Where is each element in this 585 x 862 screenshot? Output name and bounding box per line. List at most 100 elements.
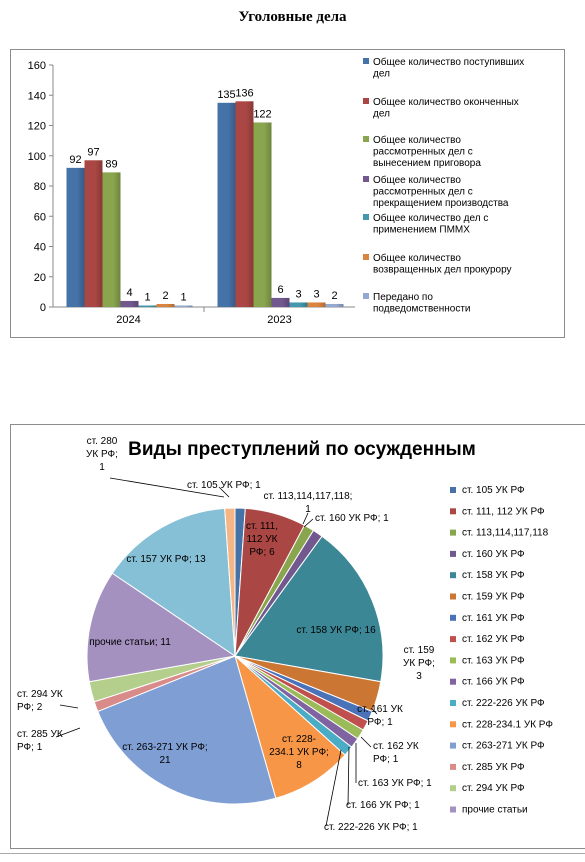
legend-swatch <box>450 550 456 557</box>
pie-data-label: 3 <box>416 671 422 682</box>
pie-leader-line <box>109 477 225 498</box>
legend-label: подведомственности <box>373 304 471 315</box>
legend-label: Общее количество <box>373 134 461 146</box>
legend-swatch <box>450 806 456 813</box>
pie-data-label: 21 <box>159 755 171 766</box>
pie-data-label: ст. 160 УК РФ; 1 <box>315 513 389 524</box>
bar <box>156 303 175 307</box>
bar <box>325 303 344 307</box>
bar-data-label: 2 <box>331 290 337 302</box>
bar-rect <box>66 167 85 307</box>
bar-data-label: 6 <box>277 284 283 296</box>
legend-swatch <box>450 636 456 643</box>
bar-rect <box>217 102 236 307</box>
legend-label: Общее количество оконченных <box>373 96 519 108</box>
legend-swatch <box>450 785 456 792</box>
bar <box>253 122 272 307</box>
pie-slice <box>224 507 236 657</box>
pie-data-label: ст. 162 УК <box>373 741 419 752</box>
pie-data-label: ст. 222-226 УК РФ; 1 <box>324 822 418 833</box>
legend-label: ст. 285 УК РФ <box>462 762 525 773</box>
bar-rect <box>84 160 103 307</box>
legend-swatch <box>450 721 456 728</box>
bar-data-label: 3 <box>313 288 319 300</box>
y-tick-label: 60 <box>34 211 46 223</box>
pie-leader-line <box>360 736 372 748</box>
legend-swatch <box>450 508 456 515</box>
legend-label: возвращенных дел прокурору <box>373 265 512 276</box>
bar-data-label: 97 <box>87 146 99 158</box>
pie-data-label: ст. 285 УК <box>17 729 63 740</box>
bar-rect <box>253 122 272 307</box>
x-tick-label: 2023 <box>267 314 291 326</box>
legend-swatch <box>450 572 456 579</box>
y-tick-label: 80 <box>34 181 46 193</box>
legend-label: ст. 228-234.1 УК РФ <box>462 719 553 730</box>
pie-data-label: ст. 113,114,117,118; <box>264 491 353 502</box>
bar <box>84 160 103 307</box>
pie-data-label: 1 <box>99 462 105 473</box>
legend-label: ст. 159 УК РФ <box>462 592 525 603</box>
bar-rect <box>138 305 157 307</box>
bar-rect <box>235 101 254 307</box>
legend-label: Передано по <box>373 292 433 303</box>
y-tick-label: 0 <box>40 302 46 314</box>
legend-swatch <box>363 58 369 64</box>
legend-swatch <box>450 742 456 749</box>
bar-data-label: 1 <box>180 291 186 303</box>
bar-data-label: 4 <box>126 287 132 299</box>
legend-label: Общее количество дел с <box>373 212 488 224</box>
pie-data-label: ст. 161 УК <box>357 704 403 715</box>
bar-rect <box>174 305 193 307</box>
pie-data-label: ст. 163 УК РФ; 1 <box>358 778 432 789</box>
pie-data-label: РФ; 2 <box>17 702 43 713</box>
bar <box>66 167 85 307</box>
bar-rect <box>307 302 326 307</box>
pie-data-label: прочие статьи; 11 <box>89 637 171 648</box>
legend-label: ст. 222-226 УК РФ <box>462 698 545 709</box>
pie-leader-line <box>59 704 79 709</box>
legend-swatch <box>363 98 369 104</box>
pie-data-label: 8 <box>296 760 302 771</box>
pie-data-label: РФ; 6 <box>249 547 275 558</box>
bar-data-label: 1 <box>144 291 150 303</box>
bar-data-label: 135 <box>217 89 235 101</box>
bar-rect <box>289 302 308 307</box>
bar-rect <box>120 300 139 307</box>
pie-slice <box>234 654 346 799</box>
bar-rect <box>271 297 290 307</box>
legend-label: прочие статьи <box>462 805 528 816</box>
legend-swatch <box>363 176 369 182</box>
legend-label: Общее количество поступивших <box>373 56 524 68</box>
bar-data-label: 89 <box>105 158 117 170</box>
legend-swatch <box>450 614 456 621</box>
pie-chart-panel: Виды преступлений по осужденным ст. 105 У… <box>10 424 585 849</box>
pie-slice <box>111 507 236 657</box>
bar-chart-panel: 0 20 40 60 80 100 120 140 160 2024 92 97 89 4 1 2 1 2023 1… <box>10 49 565 338</box>
pie-data-label: ст. 263-271 УК РФ; <box>122 742 207 753</box>
legend-label: рассмотренных дел с <box>373 147 473 158</box>
bar-data-label: 92 <box>69 154 81 166</box>
bar-data-label: 122 <box>253 108 271 120</box>
legend-label: ст. 158 УК РФ <box>462 570 525 581</box>
pie-data-label: ст. 228- <box>282 734 316 745</box>
y-tick-label: 160 <box>28 60 46 72</box>
legend-label: прекращением производства <box>373 198 509 209</box>
pie-data-label: ст. 157 УК РФ; 13 <box>126 554 206 565</box>
legend-swatch <box>450 763 456 770</box>
legend-swatch <box>450 678 456 685</box>
pie-title: Виды преступлений по осужденным <box>128 439 476 460</box>
pie-data-label: УК РФ; <box>403 658 435 669</box>
legend-label: рассмотренных дел с <box>373 187 473 198</box>
bar <box>307 302 326 307</box>
legend-swatch <box>450 657 456 664</box>
x-tick-label: 2024 <box>116 314 140 326</box>
bar <box>120 300 139 307</box>
legend-swatch <box>363 214 369 220</box>
pie-data-label: ст. 294 УК <box>17 689 63 700</box>
legend-swatch <box>450 529 456 536</box>
pie-data-label: ст. 166 УК РФ; 1 <box>346 800 420 811</box>
pie-data-label: 1 <box>305 504 311 515</box>
bar-rect <box>102 172 121 307</box>
